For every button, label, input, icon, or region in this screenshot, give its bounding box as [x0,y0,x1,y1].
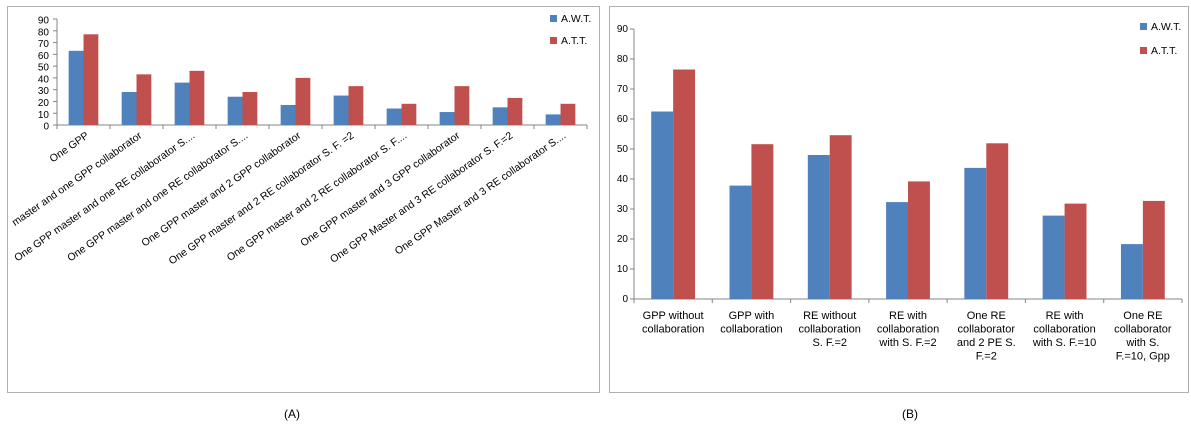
chart-a-bar-awt [545,114,561,125]
chart-b-category-label-line: collaboration [799,324,861,336]
chart-b-category-label-line: RE without [803,310,856,322]
chart-b-category-label: One RE collaborator and 2 PE S. F.=2 [957,310,1016,363]
chart-b-y-tick-label: 90 [617,24,629,35]
chart-b-bar-awt [729,185,752,299]
chart-a-y-tick-label: 70 [38,39,50,50]
chart-a-y-tick-label: 40 [38,74,50,85]
chart-a-bar-awt [492,107,508,125]
chart-b-bar-att [1142,200,1165,299]
chart-b-category-label-line: collaborator [958,324,1016,336]
chart-a-bar-att [242,92,258,125]
chart-b-bar-att [986,143,1009,299]
chart-a-y-tick-label: 90 [38,16,50,27]
chart-b-category-label-line: and 2 PE S. [957,337,1016,349]
panel-b-frame [609,6,1189,393]
chart-b-y-tick-label: 80 [617,54,629,65]
chart-b-category-label-line: F.=2 [976,351,997,363]
chart-a-bar-att [83,34,99,125]
chart-b-bar-awt [964,167,987,299]
chart-b-category-label-line: RE with [1046,310,1084,322]
chart-b-category-label-line: collaboration [642,324,704,336]
chart-b-bar-att [908,181,930,299]
chart-b-category-label-line: collaborator [1114,324,1172,336]
chart-a-bar-awt [121,92,137,125]
chart-b-category-label-line: GPP with [729,310,775,322]
chart-a-bar-att [454,86,470,125]
chart-a-y-tick-label: 80 [38,27,50,38]
chart-b-y-tick-label: 40 [617,174,629,185]
chart-a-bar-awt [439,112,455,125]
chart-a-y-tick-label: 30 [38,86,50,97]
chart-b-category-label-line: collaboration [1033,324,1095,336]
chart-b-category-label-line: One RE [1123,310,1162,322]
chart-a-y-tick-label: 60 [38,51,50,62]
chart-b-category-label: GPP without collaboration [642,310,704,336]
chart-a-legend-label-awt: A.W.T. [561,13,591,25]
chart-b-y-tick-label: 0 [622,294,628,305]
chart-b-legend-label-att: A.T.T. [1151,45,1177,57]
chart-b-bar-att [1064,203,1087,299]
chart-b-category-label: GPP with collaboration [720,310,782,336]
chart-b-legend-swatch-att [1140,47,1147,54]
chart-b-bar-awt [1120,244,1143,299]
chart-b-legend-swatch-awt [1140,23,1147,30]
chart-b-bar-awt [651,111,674,299]
chart-a-bar-att [295,77,311,125]
chart-a-y-tick-label: 50 [38,63,50,74]
chart-b-legend-label-awt: A.W.T. [1151,21,1181,33]
chart-b-bar-awt [807,155,830,299]
chart-b-category-label-line: GPP without [643,310,704,322]
chart-a-bar-att [348,86,364,125]
caption-a: (A) [284,407,300,421]
chart-a-bar-att [189,70,205,125]
chart-a-bar-att [401,103,417,125]
chart-b-category-label-line: collaboration [720,324,782,336]
chart-b: 0 10 20 30 40 50 60 70 80 90 GPP without collaborat… [617,21,1183,363]
chart-a-bar-awt [227,96,243,125]
chart-b-category-label: RE without collaboration S. F.=2 [799,310,861,349]
chart-b-category-label-line: S. F.=2 [812,337,847,349]
chart-b-category-label-line: One RE [967,310,1006,322]
chart-a-bar-att [560,103,576,125]
chart-a-y-tick-label: 0 [43,122,49,133]
chart-b-bar-att [751,144,774,299]
chart-a-bar-awt [280,104,296,125]
chart-b-category-label-line: with S. [1125,337,1159,349]
chart-a-bar-awt [333,95,349,125]
chart-b-y-tick-label: 10 [617,264,629,275]
chart-a-bar-awt [174,82,190,125]
chart-b-bar-att [829,135,852,299]
chart-a-bar-awt [386,108,402,125]
chart-b-bar-awt [1042,215,1065,299]
chart-b-category-label: RE with collaboration with S. F.=10 [1032,310,1096,349]
chart-a-bar-att [136,74,152,125]
chart-b-category-label-line: collaboration [877,324,939,336]
chart-b-bar-att [673,69,696,299]
chart-a-y-tick-label: 10 [38,110,50,121]
chart-b-category-label: RE with collaboration with S. F.=2 [877,310,939,349]
chart-b-category-label-line: RE with [889,310,927,322]
chart-a-y-tick-label: 20 [38,98,50,109]
chart-b-category-label: One RE collaborator with S. F.=10, Gpp [1114,310,1172,363]
chart-b-category-label-line: F.=10, Gpp [1116,351,1170,363]
chart-b-y-tick-label: 60 [617,114,629,125]
chart-a-legend-swatch-att [550,37,557,44]
chart-a-legend-label-att: A.T.T. [561,35,587,47]
chart-b-category-label-line: with S. F.=2 [878,337,936,349]
chart-b-bar-awt [886,202,908,299]
caption-b: (B) [902,407,918,421]
chart-b-y-tick-label: 20 [617,234,629,245]
panel-a-frame [7,6,600,393]
chart-b-category-label-line: with S. F.=10 [1032,337,1096,349]
chart-a-legend-swatch-awt [550,15,557,22]
chart-a-bar-awt [68,50,84,125]
chart-b-y-tick-label: 70 [617,84,629,95]
chart-a-bar-att [507,97,523,125]
chart-b-y-tick-label: 50 [617,144,629,155]
chart-b-y-tick-label: 30 [617,204,629,215]
